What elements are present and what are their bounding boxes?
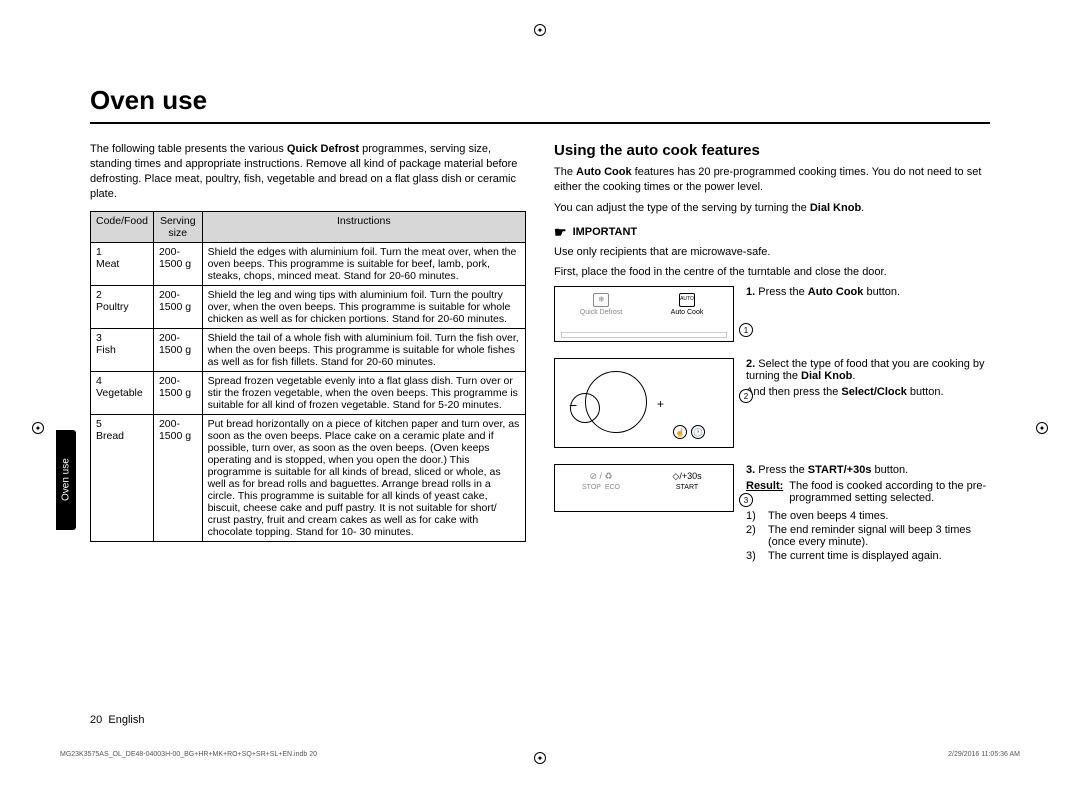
cell-inst: Shield the leg and wing tips with alumin… (202, 286, 525, 329)
cell-inst: Shield the tail of a whole fish with alu… (202, 329, 525, 372)
cell-size: 200-1500 g (153, 329, 202, 372)
page-number: 20 (90, 714, 102, 726)
cell-size: 200-1500 g (153, 415, 202, 542)
cell-size: 200-1500 g (153, 372, 202, 415)
cell-inst: Shield the edges with aluminium foil. Tu… (202, 243, 525, 286)
th-inst: Instructions (202, 212, 525, 243)
step-2: − + ☝ 🕐 2 2. Select the type of food tha… (554, 358, 990, 448)
cell-food: Meat (96, 258, 119, 270)
crop-mark-right (1036, 422, 1048, 434)
list-item: The end reminder signal will beep 3 time… (768, 524, 990, 548)
step-1: ❄ Quick Defrost AUTO Auto Cook 1 1. Pres… (554, 286, 990, 342)
auto-cook-label: Auto Cook (671, 309, 704, 316)
step-2-text-2: And then press the Select/Clock button. (746, 386, 990, 398)
autocook-p1: The Auto Cook features has 20 pre-progra… (554, 165, 990, 195)
step-3: ⊘ / ♻ STOP ECO ◇/+30s START 3 3. Press t… (554, 464, 990, 564)
callout-badge-1: 1 (739, 323, 753, 337)
defrost-icon: ❄ (593, 293, 609, 307)
cell-code: 4 (96, 375, 102, 387)
crop-mark-left (32, 422, 44, 434)
page-footer: 20 English (90, 714, 144, 726)
start-label: START (676, 484, 698, 491)
list-item: The oven beeps 4 times. (768, 510, 888, 522)
page-title: Oven use (90, 85, 990, 116)
minus-icon: − (569, 397, 577, 413)
control-panel-diagram-2: − + ☝ 🕐 2 (554, 358, 734, 448)
table-row: 5Bread 200-1500 g Put bread horizontally… (91, 415, 526, 542)
autocook-icon: AUTO (679, 293, 695, 307)
cell-food: Bread (96, 430, 124, 442)
cell-food: Fish (96, 344, 116, 356)
step-1-text: Press the Auto Cook button. (758, 286, 900, 298)
step-2-text: Select the type of food that you are coo… (746, 358, 985, 382)
step-number: 2. (746, 358, 755, 370)
cell-code: 1 (96, 246, 102, 258)
right-column: Using the auto cook features The Auto Co… (554, 142, 990, 580)
left-column: The following table presents the various… (90, 142, 526, 580)
print-footer-right: 2/29/2016 11:05:36 AM (948, 751, 1020, 758)
pointer-icon: ☛ (554, 224, 567, 241)
cell-food: Poultry (96, 301, 129, 313)
step-number: 1. (746, 286, 755, 298)
crop-mark-top (534, 24, 546, 36)
control-panel-diagram-3: ⊘ / ♻ STOP ECO ◇/+30s START 3 (554, 464, 734, 512)
quick-defrost-label: Quick Defrost (580, 309, 622, 316)
first-step-text: First, place the food in the centre of t… (554, 265, 990, 280)
important-callout: ☛ IMPORTANT (554, 224, 990, 241)
step-3-text: Press the START/+30s button. (758, 464, 908, 476)
plus-icon: + (657, 397, 664, 411)
eco-label: ECO (605, 484, 620, 491)
cell-inst: Spread frozen vegetable evenly into a fl… (202, 372, 525, 415)
table-row: 1Meat 200-1500 g Shield the edges with a… (91, 243, 526, 286)
table-row: 4Vegetable 200-1500 g Spread frozen vege… (91, 372, 526, 415)
side-tab: Oven use (56, 430, 76, 530)
clock-icon: 🕐 (691, 425, 705, 439)
page-content: Oven use The following table presents th… (90, 85, 990, 580)
page-lang: English (108, 714, 144, 726)
section-heading: Using the auto cook features (554, 142, 990, 159)
cell-inst: Put bread horizontally on a piece of kit… (202, 415, 525, 542)
crop-mark-bottom (534, 752, 546, 764)
table-row: 2Poultry 200-1500 g Shield the leg and w… (91, 286, 526, 329)
th-code: Code/Food (91, 212, 154, 243)
intro-text: The following table presents the various… (90, 142, 526, 201)
control-panel-diagram-1: ❄ Quick Defrost AUTO Auto Cook 1 (554, 286, 734, 342)
th-size: Serving size (153, 212, 202, 243)
print-footer-left: MG23K3575AS_OL_DE48-04003H-00_BG+HR+MK+R… (60, 751, 317, 758)
table-row: 3Fish 200-1500 g Shield the tail of a wh… (91, 329, 526, 372)
important-label: IMPORTANT (573, 226, 638, 238)
list-item: The current time is displayed again. (768, 550, 942, 562)
result-text: The food is cooked according to the pre-… (789, 480, 990, 504)
title-rule (90, 122, 990, 124)
cell-size: 200-1500 g (153, 286, 202, 329)
step-number: 3. (746, 464, 755, 476)
start-icon: ◇/+30s (647, 471, 727, 482)
important-text: Use only recipients that are microwave-s… (554, 245, 990, 260)
select-icon: ☝ (673, 425, 687, 439)
stop-eco-icon: ⊘ / ♻ (561, 471, 641, 482)
cell-food: Vegetable (96, 387, 143, 399)
callout-badge-2: 2 (739, 389, 753, 403)
cell-code: 3 (96, 332, 102, 344)
stop-label: STOP (582, 484, 601, 491)
cell-size: 200-1500 g (153, 243, 202, 286)
defrost-table: Code/Food Serving size Instructions 1Mea… (90, 211, 526, 542)
result-list: 1)The oven beeps 4 times. 2)The end remi… (746, 510, 990, 562)
cell-code: 2 (96, 289, 102, 301)
cell-code: 5 (96, 418, 102, 430)
autocook-p2: You can adjust the type of the serving b… (554, 201, 990, 216)
